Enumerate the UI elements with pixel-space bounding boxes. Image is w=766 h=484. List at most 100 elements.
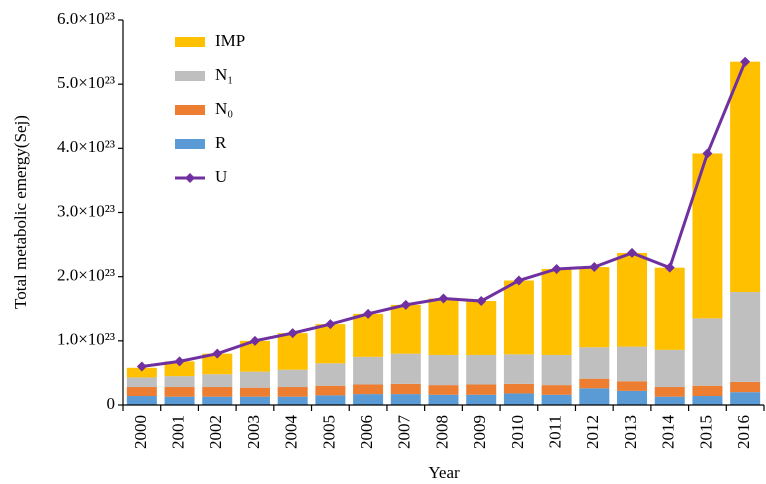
bar-segment xyxy=(579,347,610,379)
line-marker xyxy=(627,247,638,258)
bar-segment xyxy=(579,378,610,389)
bar-segment xyxy=(353,356,384,385)
y-tick-label: 2.0×10²³ xyxy=(57,266,115,285)
line-marker xyxy=(513,275,524,286)
x-tick-label: 2005 xyxy=(319,415,338,449)
bar-segment xyxy=(126,367,157,378)
bar-segment xyxy=(503,393,534,405)
bar-segment xyxy=(164,376,195,388)
bar-segment xyxy=(390,353,421,384)
bar-segment xyxy=(126,387,157,397)
bar-segment xyxy=(390,304,421,354)
bar-segment xyxy=(730,392,761,405)
bar-segment xyxy=(579,388,610,405)
line-marker xyxy=(400,299,411,310)
line-marker xyxy=(287,328,298,339)
x-axis-label: Year xyxy=(428,463,460,482)
bar-segment xyxy=(164,387,195,397)
bar-segment xyxy=(466,354,497,385)
bar-segment xyxy=(654,267,685,350)
bar-segment xyxy=(390,394,421,405)
legend-label: N₁ xyxy=(215,65,233,84)
legend-swatch xyxy=(175,37,205,47)
x-tick-label: 2013 xyxy=(621,415,640,449)
bar-segment xyxy=(692,396,723,405)
bar-segment xyxy=(353,313,384,357)
line-marker xyxy=(174,356,185,367)
y-tick-label: 1.0×10²³ xyxy=(57,330,115,349)
bar-segment xyxy=(202,396,233,405)
line-marker xyxy=(136,361,147,372)
legend-label: IMP xyxy=(215,31,245,50)
bar-segment xyxy=(428,394,459,405)
x-tick-label: 2011 xyxy=(546,415,565,448)
bar-segment xyxy=(654,387,685,397)
x-tick-label: 2007 xyxy=(395,415,414,450)
bar-segment xyxy=(126,396,157,405)
bar-segment xyxy=(126,377,157,388)
bar-segment xyxy=(730,292,761,382)
bar-segment xyxy=(692,318,723,386)
bar-segment xyxy=(315,324,346,364)
x-tick-label: 2014 xyxy=(659,415,678,450)
bar-segment xyxy=(315,385,346,396)
x-tick-label: 2012 xyxy=(583,415,602,449)
bar-segment xyxy=(315,395,346,405)
bar-segment xyxy=(503,280,534,355)
legend-label: U xyxy=(215,167,227,186)
bar-segment xyxy=(617,252,648,347)
line-marker xyxy=(740,56,751,67)
y-tick-label: 5.0×10²³ xyxy=(57,73,115,92)
x-tick-label: 2009 xyxy=(470,415,489,449)
bar-segment xyxy=(541,394,572,405)
y-axis-label: Total metabolic emergy(Sej) xyxy=(11,115,30,309)
bar-segment xyxy=(239,396,270,405)
bar-segment xyxy=(428,354,459,386)
line-marker xyxy=(249,335,260,346)
x-tick-label: 2001 xyxy=(168,415,187,449)
line-marker xyxy=(664,262,675,273)
bar-segment xyxy=(466,301,497,355)
bar-segment xyxy=(541,385,572,395)
bar-segment xyxy=(692,385,723,397)
legend-label: R xyxy=(215,133,227,152)
bar-segment xyxy=(239,340,270,372)
bar-segment xyxy=(503,354,534,384)
bar-segment xyxy=(428,385,459,395)
bar-segment xyxy=(617,346,648,382)
line-marker xyxy=(702,148,713,159)
bar-segment xyxy=(239,387,270,397)
legend-label: N₀ xyxy=(215,99,233,118)
bar-segment xyxy=(164,396,195,405)
bar-segment xyxy=(541,354,572,386)
bar-segment xyxy=(277,333,308,370)
bar-segment xyxy=(202,387,233,397)
legend-swatch xyxy=(185,173,195,183)
line-marker xyxy=(325,319,336,330)
bar-segment xyxy=(239,371,270,388)
bar-segment xyxy=(617,390,648,405)
bar-segment xyxy=(466,394,497,405)
x-tick-label: 2006 xyxy=(357,415,376,449)
bar-segment xyxy=(353,384,384,395)
y-tick-label: 3.0×10²³ xyxy=(57,201,115,220)
x-tick-label: 2000 xyxy=(131,415,150,449)
legend-swatch xyxy=(175,139,205,149)
y-tick-label: 6.0×10²³ xyxy=(57,9,115,28)
bar-segment xyxy=(353,394,384,405)
legend-swatch xyxy=(175,71,205,81)
bar-segment xyxy=(202,374,233,388)
bar-segment xyxy=(428,298,459,355)
line-marker xyxy=(589,262,600,273)
bar-segment xyxy=(692,153,723,319)
bar-segment xyxy=(503,383,534,394)
x-tick-label: 2004 xyxy=(282,415,301,450)
bar-segment xyxy=(164,361,195,377)
y-tick-label: 4.0×10²³ xyxy=(57,137,115,156)
line-marker xyxy=(476,296,487,307)
line-marker xyxy=(551,263,562,274)
legend-swatch xyxy=(175,105,205,115)
bar-segment xyxy=(654,396,685,405)
x-tick-label: 2010 xyxy=(508,415,527,449)
